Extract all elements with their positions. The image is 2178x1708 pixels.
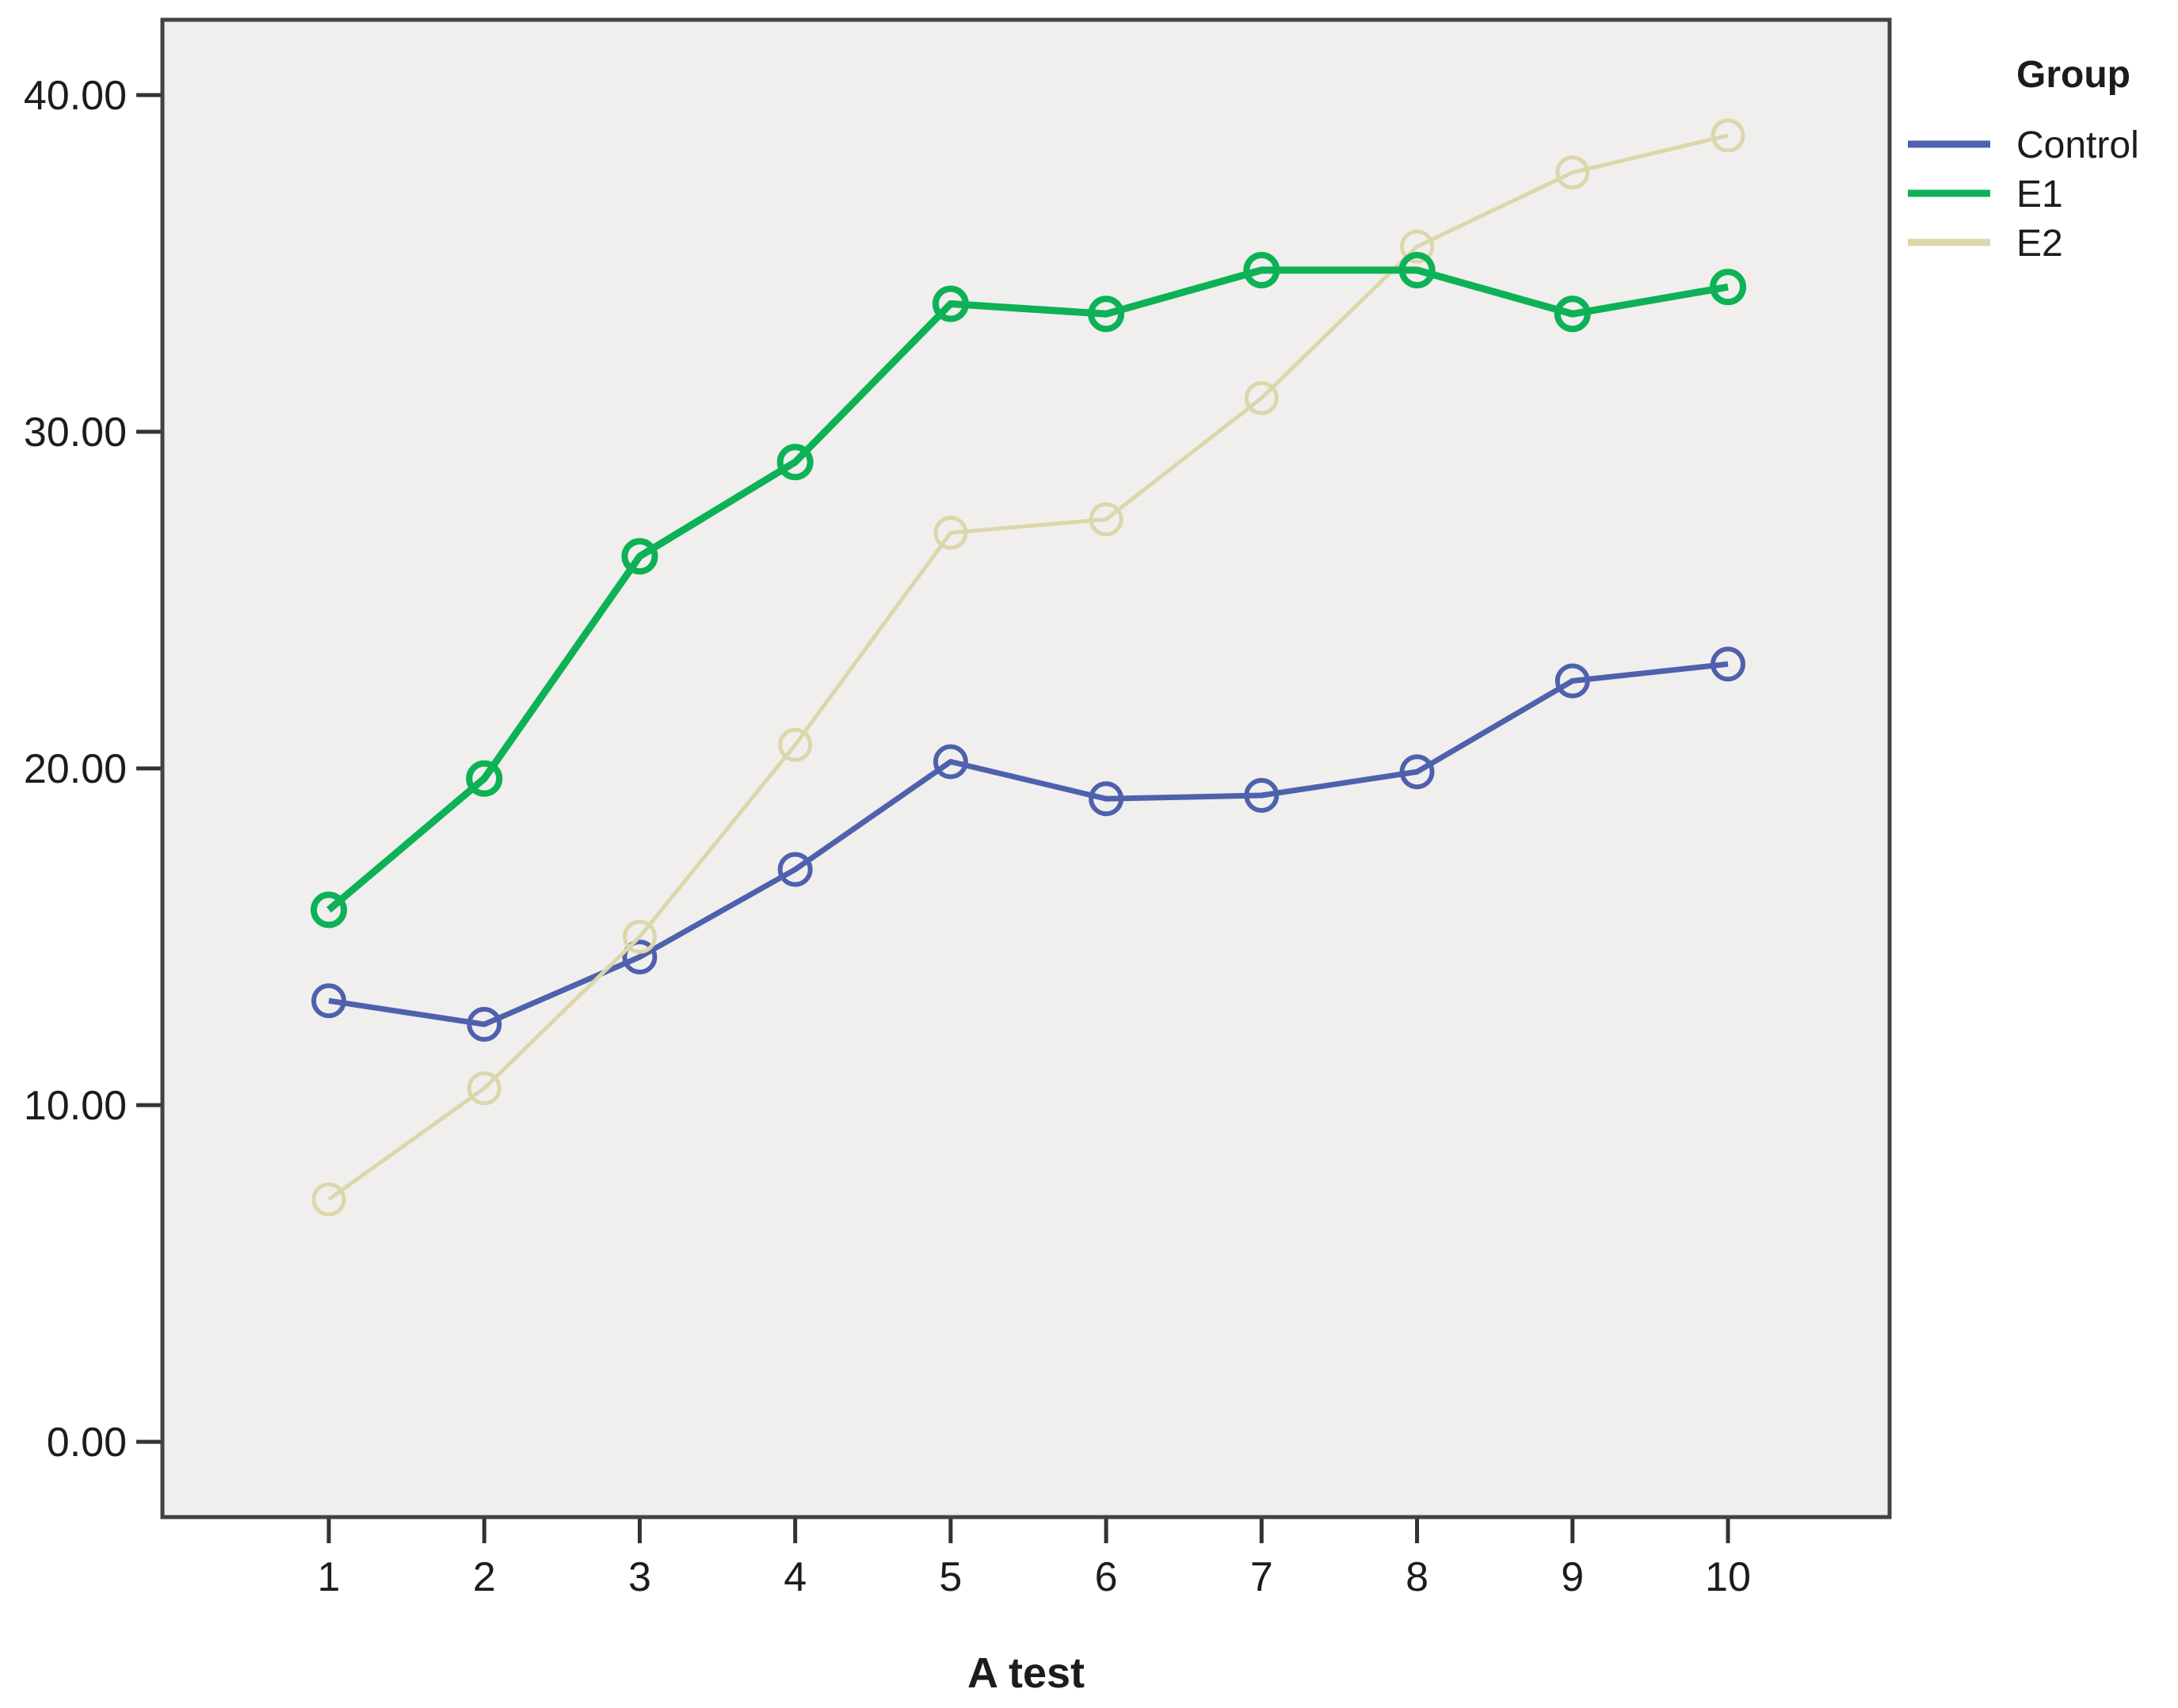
data-point-marker: [933, 744, 968, 780]
data-point-marker: [1399, 754, 1435, 790]
x-axis: 1 2 3 4 5 6 7 8 9 10: [318, 1517, 1751, 1600]
data-point-marker: [778, 727, 813, 762]
legend-item-label: Control: [2016, 124, 2139, 166]
data-point-marker: [776, 444, 814, 481]
y-axis: 0.00 10.00 20.00 30.00 40.00: [24, 73, 162, 1466]
data-point-marker: [1089, 502, 1123, 536]
data-point-marker: [621, 538, 658, 575]
plot-border: [160, 17, 1892, 1519]
y-tick-label: 40.00: [24, 73, 127, 119]
legend-items: Control E1 E2: [1908, 124, 2139, 265]
series-e1: [311, 252, 1746, 928]
data-point-marker: [1089, 781, 1124, 817]
data-point-marker: [622, 920, 657, 954]
legend-item-label: E1: [2016, 173, 2063, 215]
series-control: [311, 646, 1745, 1042]
data-point-marker: [466, 760, 503, 797]
x-tick-label: 10: [1705, 1554, 1751, 1600]
data-point-marker: [1554, 663, 1590, 699]
data-point-marker: [777, 852, 813, 887]
x-tick-label: 3: [628, 1554, 651, 1600]
plot-area: [162, 20, 1890, 1517]
data-point-marker: [311, 1182, 346, 1217]
data-point-marker: [1398, 252, 1436, 288]
y-tick-label: 20.00: [24, 746, 127, 792]
data-point-marker: [1088, 295, 1125, 333]
x-tick-label: 4: [784, 1554, 807, 1600]
data-point-marker: [1244, 381, 1279, 415]
x-tick-label: 6: [1095, 1554, 1118, 1600]
y-tick-label: 10.00: [24, 1083, 127, 1129]
legend-item: Control: [1908, 124, 2139, 166]
series-e2: [311, 118, 1745, 1217]
x-tick-label: 5: [939, 1554, 962, 1600]
series-line: [327, 133, 1729, 1202]
data-point-marker: [933, 516, 968, 550]
data-point-marker: [311, 891, 347, 928]
data-point-marker: [467, 1071, 502, 1106]
y-tick-label: 0.00: [47, 1420, 127, 1466]
series-line: [328, 661, 1729, 1027]
x-tick-label: 7: [1250, 1554, 1273, 1600]
series-line: [326, 266, 1729, 913]
legend: Group Control E1 E2: [1908, 54, 2139, 265]
data-point-marker: [1555, 155, 1590, 190]
data-point-marker: [1400, 229, 1435, 264]
data-point-marker: [1554, 295, 1591, 333]
legend-item: E1: [1908, 173, 2063, 215]
x-tick-label: 1: [318, 1554, 341, 1600]
data-point-marker: [311, 983, 346, 1019]
data-point-marker: [1710, 646, 1745, 682]
y-tick-label: 30.00: [24, 410, 127, 456]
x-axis-title: A test: [967, 1649, 1085, 1697]
data-point-marker: [932, 285, 969, 322]
data-point-marker: [1243, 252, 1280, 288]
legend-title: Group: [2016, 54, 2130, 96]
legend-item-label: E2: [2016, 223, 2063, 265]
data-point-marker: [1711, 118, 1745, 153]
data-point-marker: [467, 1007, 502, 1042]
data-point-marker: [622, 940, 658, 974]
legend-item: E2: [1908, 223, 2063, 265]
data-point-marker: [1709, 269, 1746, 306]
x-tick-label: 2: [473, 1554, 496, 1600]
series-layer: [311, 118, 1746, 1217]
data-point-marker: [1244, 778, 1280, 813]
x-tick-label: 8: [1406, 1554, 1428, 1600]
x-tick-label: 9: [1561, 1554, 1584, 1600]
